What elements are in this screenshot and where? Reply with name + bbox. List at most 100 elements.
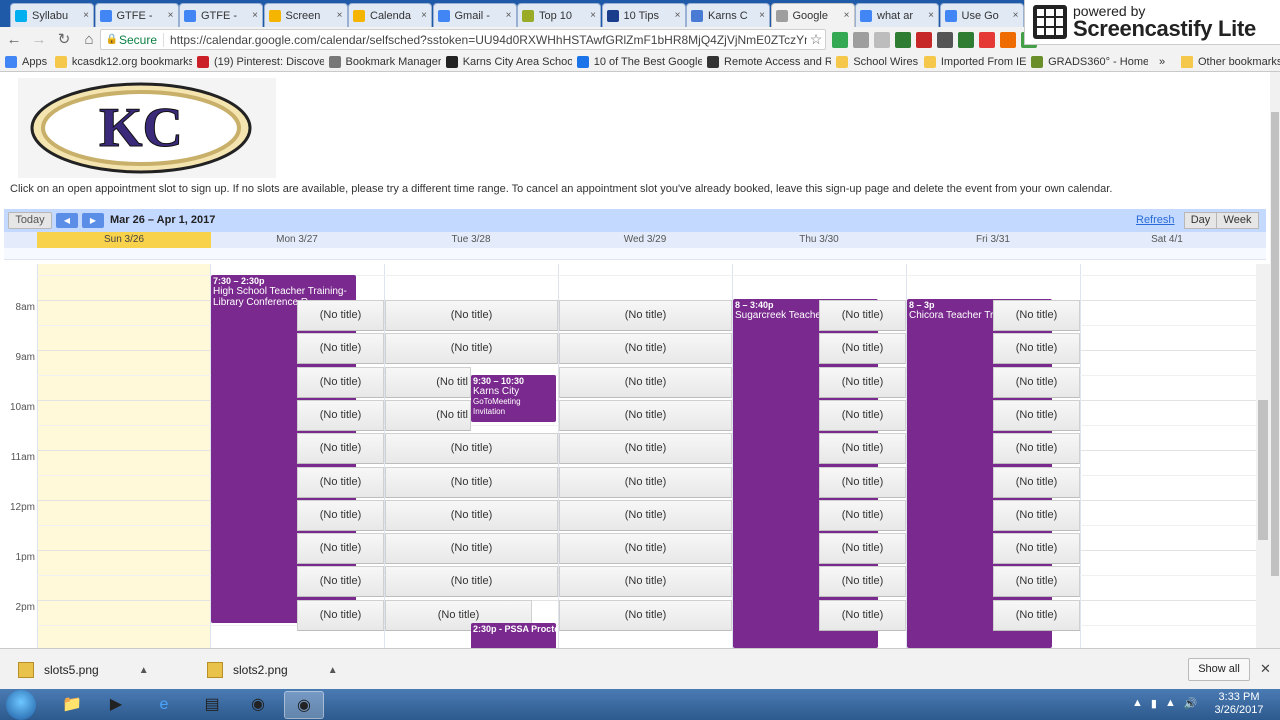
appointment-slot[interactable]: (No title) — [993, 566, 1080, 597]
appointment-slot[interactable]: (No title) — [297, 566, 384, 597]
volume-icon[interactable]: 🔊 — [1183, 698, 1198, 710]
appointment-slot[interactable]: (No title) — [993, 533, 1080, 564]
browser-tab[interactable]: 10 Tips × — [601, 3, 686, 27]
week-view-button[interactable]: Week — [1216, 212, 1259, 229]
appointment-slot[interactable]: (No title) — [559, 500, 732, 531]
power-icon[interactable]: ▮ — [1150, 698, 1157, 710]
download-item[interactable]: slots2.png ▲ — [207, 657, 338, 683]
reload-icon[interactable]: ↻ — [57, 30, 71, 48]
home-icon[interactable]: ⌂ — [84, 30, 94, 48]
bookmark-star-icon[interactable]: ☆ — [809, 31, 823, 47]
appointment-slot[interactable]: (No title) — [559, 467, 732, 498]
appointment-slot[interactable]: (No title) — [385, 566, 558, 597]
other-bookmarks[interactable]: Other bookmarks — [1176, 55, 1280, 68]
previous-week-icon[interactable]: ◀ — [56, 213, 78, 228]
appointment-slot[interactable]: (No title) — [297, 433, 384, 464]
appointment-slot[interactable]: (No title) — [297, 467, 384, 498]
download-item[interactable]: slots5.png ▲ — [18, 657, 149, 683]
bookmark-item[interactable]: Imported From IE — [919, 55, 1026, 68]
appointment-slot[interactable]: (No title) — [993, 433, 1080, 464]
bookmark-item[interactable]: 10 of The Best Google — [572, 55, 702, 68]
appointment-slot[interactable]: (No title) — [559, 433, 732, 464]
system-clock[interactable]: 3:33 PM 3/26/2017 — [1212, 691, 1266, 717]
bookmark-item[interactable]: School Wires — [831, 55, 919, 68]
appointment-slot[interactable]: (No title) — [297, 400, 384, 431]
browser-tab[interactable]: Karns C × — [686, 3, 770, 27]
appointment-slot[interactable]: (No title) — [385, 533, 558, 564]
appointment-slot[interactable]: (No title) — [385, 333, 558, 364]
grid-scrollbar[interactable] — [1256, 264, 1270, 648]
appointment-slot[interactable]: (No title) — [819, 400, 906, 431]
appointment-slot[interactable]: (No title) — [297, 300, 384, 331]
appointment-slot[interactable]: (No title) — [559, 566, 732, 597]
appointment-slot[interactable]: (No title) — [819, 367, 906, 398]
tray-overflow-icon[interactable]: ▲ — [1132, 697, 1143, 709]
appointment-slot[interactable]: (No title) — [559, 367, 732, 398]
appointment-slot[interactable]: (No title) — [297, 600, 384, 631]
appointment-slot[interactable]: (No title) — [559, 300, 732, 331]
bookmark-item[interactable]: Bookmark Manager — [324, 55, 441, 68]
browser-tab[interactable]: Gmail - × — [432, 3, 517, 27]
bookmarks-overflow-button[interactable]: » — [1158, 55, 1166, 68]
bookmark-item[interactable]: kcasdk12.org bookmarks — [50, 55, 192, 68]
forward-icon[interactable]: → — [31, 30, 47, 48]
tab-close-icon[interactable]: × — [928, 10, 934, 21]
book-extension-icon[interactable] — [916, 32, 932, 48]
browser-tab[interactable]: Google × — [770, 3, 855, 27]
appointment-slot[interactable]: (No titl — [385, 400, 471, 431]
appointment-slot[interactable]: (No title) — [297, 367, 384, 398]
appointment-slot[interactable]: (No title) — [819, 500, 906, 531]
classroom2-extension-icon[interactable] — [958, 32, 974, 48]
page-scrollbar-thumb[interactable] — [1271, 112, 1279, 576]
appointment-slot[interactable]: (No title) — [559, 400, 732, 431]
tab-close-icon[interactable]: × — [759, 10, 765, 21]
grid-scrollbar-thumb[interactable] — [1258, 400, 1268, 540]
chevron-up-icon[interactable]: ▲ — [327, 664, 338, 676]
bookmark-item[interactable]: Karns City Area Schoo — [441, 55, 572, 68]
bookmark-item[interactable]: GRADS360° - Home — [1026, 55, 1148, 68]
browser-tab[interactable]: Top 10 × — [517, 3, 601, 27]
browser-tab[interactable]: what ar × — [855, 3, 939, 27]
pen-extension-icon[interactable] — [895, 32, 911, 48]
appointment-slot[interactable]: (No title) — [993, 500, 1080, 531]
page-scrollbar[interactable] — [1270, 72, 1280, 648]
bookmark-item[interactable]: (19) Pinterest: Discove — [192, 55, 324, 68]
tab-close-icon[interactable]: × — [1012, 10, 1019, 21]
network-icon[interactable]: ▲ — [1164, 697, 1176, 709]
appointment-slot[interactable]: (No title) — [819, 566, 906, 597]
today-button[interactable]: Today — [8, 212, 52, 229]
appointment-slot[interactable]: (No title) — [385, 300, 558, 331]
appointment-slot[interactable]: (No title) — [385, 600, 532, 631]
appointment-slot[interactable]: (No title) — [993, 333, 1080, 364]
desktop-app-icon[interactable]: ▤ — [204, 696, 220, 713]
browser-tab[interactable]: Calenda × — [348, 3, 432, 27]
appointment-slot[interactable]: (No title) — [297, 533, 384, 564]
browser-tab[interactable]: Use Go × — [939, 3, 1024, 27]
appointment-slot[interactable]: (No title) — [819, 467, 906, 498]
chevron-up-icon[interactable]: ▲ — [138, 664, 149, 676]
tab-close-icon[interactable]: × — [83, 10, 89, 21]
tab-close-icon[interactable]: × — [505, 10, 512, 21]
grid-extension-icon[interactable] — [937, 32, 953, 48]
classroom-extension-icon[interactable] — [853, 32, 869, 48]
appointment-slot[interactable]: (No title) — [819, 533, 906, 564]
day-view-button[interactable]: Day — [1184, 212, 1217, 229]
appointment-slot[interactable]: (No title) — [993, 467, 1080, 498]
tab-close-icon[interactable]: × — [336, 10, 343, 21]
appointment-slot[interactable]: (No title) — [819, 333, 906, 364]
appointment-slot[interactable]: (No title) — [993, 400, 1080, 431]
appointment-slot[interactable]: (No title) — [993, 367, 1080, 398]
show-all-button[interactable]: Show all — [1188, 658, 1250, 681]
appointment-slot[interactable]: (No title) — [385, 433, 558, 464]
appointment-slot[interactable]: (No title) — [385, 467, 558, 498]
appointment-slot[interactable]: (No title) — [993, 300, 1080, 331]
browser-tab[interactable]: Screen × — [263, 3, 348, 27]
browser-tab[interactable]: GTFE - × — [179, 3, 263, 27]
next-week-icon[interactable]: ▶ — [82, 213, 104, 228]
browser-tab[interactable]: GTFE - × — [94, 3, 179, 27]
file-explorer-icon[interactable]: 📁 — [62, 696, 82, 713]
calendar-event[interactable]: 9:30 – 10:30 Karns City GoToMeeting Invita… — [471, 375, 556, 422]
appointment-slot[interactable]: (No title) — [819, 300, 906, 331]
tab-close-icon[interactable]: × — [674, 10, 681, 21]
tab-close-icon[interactable]: × — [167, 10, 174, 21]
